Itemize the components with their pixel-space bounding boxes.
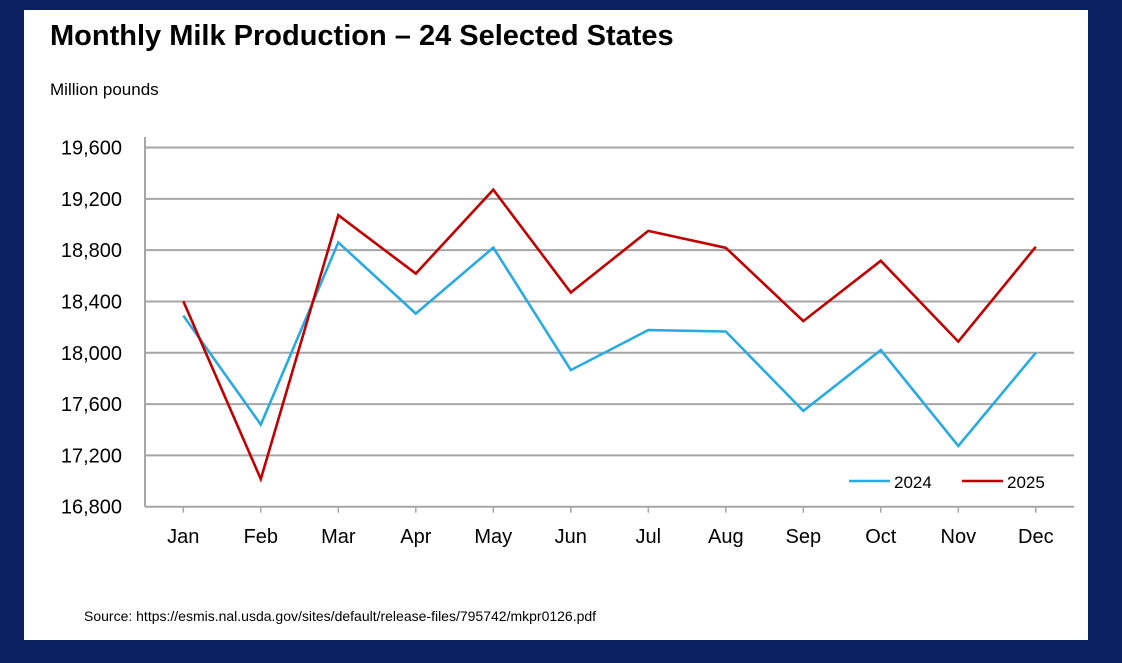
- x-tick-label: Oct: [865, 526, 897, 548]
- x-tick-label: Jun: [555, 526, 587, 548]
- x-tick-label: Aug: [708, 526, 744, 548]
- series-line-2025: [182, 187, 1037, 483]
- legend-label-2024: 2024: [894, 473, 932, 492]
- y-tick-label: 19,200: [61, 189, 122, 211]
- series-line-2024: [182, 240, 1037, 448]
- x-tick-label: Apr: [400, 526, 431, 548]
- chart-title: Monthly Milk Production – 24 Selected St…: [50, 20, 674, 52]
- y-tick-label: 17,600: [61, 394, 122, 416]
- chart-panel: Monthly Milk Production – 24 Selected St…: [24, 10, 1088, 640]
- source-note: Source: https://esmis.nal.usda.gov/sites…: [84, 608, 597, 624]
- x-tick-label: Dec: [1018, 526, 1054, 548]
- y-tick-label: 18,800: [61, 240, 122, 262]
- y-tick-label: 17,200: [61, 445, 122, 467]
- x-tick-label: Feb: [244, 526, 278, 548]
- y-tick-label: 18,400: [61, 291, 122, 313]
- x-tick-label: Mar: [321, 526, 356, 548]
- y-tick-label: 19,600: [61, 138, 122, 160]
- x-tick-label: Nov: [941, 526, 977, 548]
- y-tick-label: 16,800: [61, 497, 122, 519]
- x-tick-label: Jul: [636, 526, 662, 548]
- x-tick-label: Sep: [786, 526, 822, 548]
- legend-label-2025: 2025: [1007, 473, 1045, 492]
- y-axis-unit-label: Million pounds: [50, 80, 159, 99]
- x-tick-label: Jan: [167, 526, 199, 548]
- y-tick-label: 18,000: [61, 343, 122, 365]
- x-tick-label: May: [474, 526, 512, 548]
